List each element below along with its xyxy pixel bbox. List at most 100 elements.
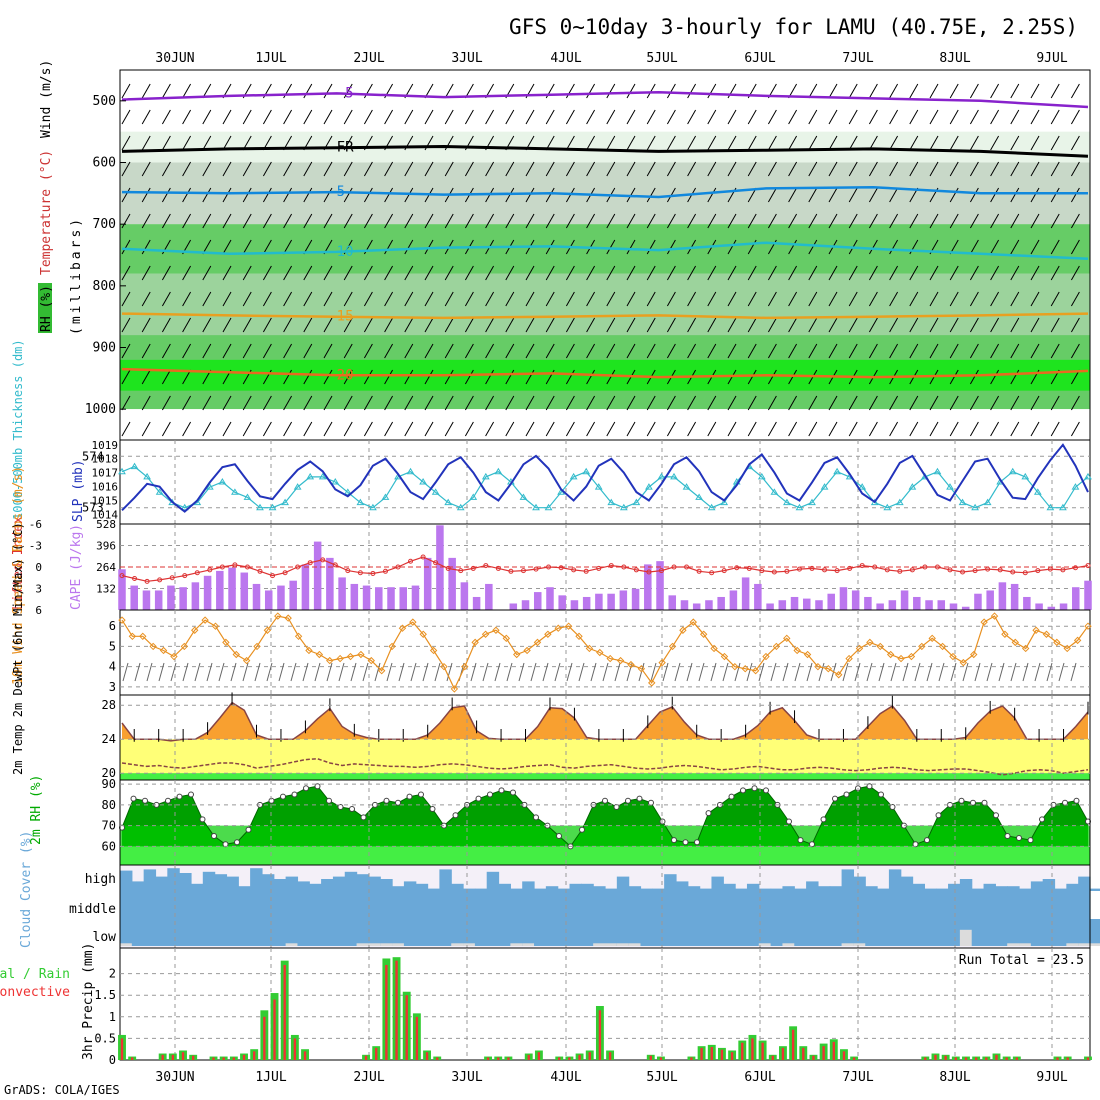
precip-convective-bar bbox=[303, 1051, 307, 1060]
cape-y-tick: 528 bbox=[96, 518, 116, 531]
lifted-index-point bbox=[721, 568, 727, 574]
wind-barb bbox=[384, 317, 394, 333]
precip-convective-bar bbox=[608, 1052, 612, 1060]
thickness-point bbox=[707, 503, 716, 511]
wind-barb-10m bbox=[530, 662, 537, 682]
wind-barb bbox=[949, 421, 959, 437]
precip-y-tick: 0.5 bbox=[94, 1031, 116, 1045]
cloud-cell-middle bbox=[214, 891, 228, 919]
wind-barb bbox=[525, 317, 535, 333]
wind-barb bbox=[242, 317, 252, 333]
wind-barb bbox=[1050, 135, 1060, 151]
precip-convective-bar bbox=[720, 1049, 724, 1060]
cloud-cell-low bbox=[1090, 919, 1100, 946]
wind-barb bbox=[707, 109, 717, 125]
cloud-cell-high bbox=[593, 886, 606, 891]
cape-bar bbox=[289, 580, 297, 610]
cape-bar bbox=[692, 603, 701, 610]
wind-barb bbox=[788, 239, 798, 255]
lifted-index-point bbox=[307, 560, 313, 566]
wind-barb-10m bbox=[122, 662, 129, 682]
precip-convective-bar bbox=[771, 1055, 774, 1060]
cloud-cell-high bbox=[510, 888, 523, 891]
wind-barb bbox=[283, 291, 293, 307]
wind-barb bbox=[646, 213, 656, 229]
wind-barb bbox=[626, 395, 636, 411]
wind-barb bbox=[1030, 395, 1040, 411]
cloud-cell-middle bbox=[285, 891, 299, 919]
wind-barb bbox=[242, 265, 252, 281]
wind-barb-10m bbox=[290, 662, 297, 682]
cloud-cell-low bbox=[581, 919, 594, 946]
wind-barb-10m bbox=[338, 662, 345, 682]
x-tick-top-label: 1JUL bbox=[255, 51, 286, 66]
lifted-index-point bbox=[909, 567, 915, 573]
contour-line bbox=[121, 90, 1089, 109]
thickness-point bbox=[1033, 488, 1042, 495]
lifted-index-point bbox=[633, 567, 639, 573]
cloud-cell-high bbox=[427, 888, 440, 891]
wind-barb bbox=[161, 213, 171, 229]
lifted-index-point bbox=[320, 557, 326, 563]
wind-barb bbox=[464, 395, 474, 411]
wind-barb bbox=[303, 265, 313, 281]
wind-barb bbox=[485, 317, 495, 333]
wind-barb bbox=[606, 135, 616, 151]
cloud-cell-low bbox=[167, 919, 180, 946]
lifted-index-point bbox=[408, 558, 414, 564]
lifted-index-point bbox=[796, 566, 802, 572]
precip-convective-bar bbox=[191, 1055, 195, 1060]
wind-barb-10m bbox=[1034, 662, 1041, 682]
thickness-point bbox=[808, 498, 816, 506]
lifted-index-point bbox=[244, 564, 250, 570]
precip-convective-bar bbox=[537, 1052, 541, 1060]
precip-convective-bar bbox=[385, 964, 388, 1060]
wind-barb-10m bbox=[206, 662, 213, 682]
cape-bar bbox=[142, 590, 151, 610]
cloud-cell-low bbox=[427, 919, 440, 946]
wind-barb bbox=[485, 161, 495, 177]
cloud-cell-high bbox=[581, 883, 594, 891]
cloud-cell-low bbox=[439, 919, 452, 946]
wind-barb bbox=[747, 421, 757, 437]
wind-barb bbox=[384, 161, 394, 177]
chart-title: GFS 0~10day 3-hourly for LAMU (40.75E, 2… bbox=[509, 15, 1078, 39]
wind-barb bbox=[909, 213, 919, 229]
wind-barb bbox=[262, 317, 272, 333]
wind-barb bbox=[343, 109, 353, 125]
cape-bar bbox=[387, 587, 395, 610]
cloud-cell-low bbox=[723, 919, 736, 946]
wind-speed-point bbox=[554, 624, 562, 632]
wind-barb bbox=[464, 291, 474, 307]
wind-barb bbox=[303, 369, 313, 385]
thickness-point bbox=[519, 493, 528, 500]
cape-bar bbox=[839, 587, 848, 610]
cloud-cell-middle bbox=[948, 891, 961, 919]
cloud-cell-middle bbox=[912, 891, 925, 919]
precip-convective-bar bbox=[842, 1051, 846, 1060]
wind-barb bbox=[444, 369, 454, 385]
lifted-index-point bbox=[922, 564, 928, 570]
wind-barb bbox=[646, 317, 656, 333]
cloud-cell-low bbox=[474, 919, 488, 946]
cloud-cell-high bbox=[829, 886, 843, 891]
lifted-index-point bbox=[508, 568, 514, 574]
cape-bar bbox=[790, 596, 799, 610]
wind-barb bbox=[1070, 161, 1080, 177]
wind-barb-10m bbox=[854, 662, 861, 682]
wind-barb bbox=[707, 343, 717, 359]
wind-barb bbox=[727, 343, 737, 359]
wind-barb bbox=[969, 135, 979, 151]
wind-barb bbox=[404, 291, 414, 307]
dewpoint-line bbox=[121, 758, 1089, 776]
wind-barb bbox=[687, 421, 697, 437]
cloud-row-label: low bbox=[93, 930, 117, 945]
cloud-cell-middle bbox=[1078, 891, 1091, 919]
wind-barb bbox=[424, 343, 434, 359]
wind-barb bbox=[1070, 187, 1080, 203]
wind-speed-point bbox=[720, 652, 729, 661]
wind-barb bbox=[505, 369, 515, 385]
wind-barb bbox=[202, 135, 212, 151]
dew-base-band bbox=[120, 773, 1090, 780]
wind-barb-10m bbox=[398, 662, 405, 682]
